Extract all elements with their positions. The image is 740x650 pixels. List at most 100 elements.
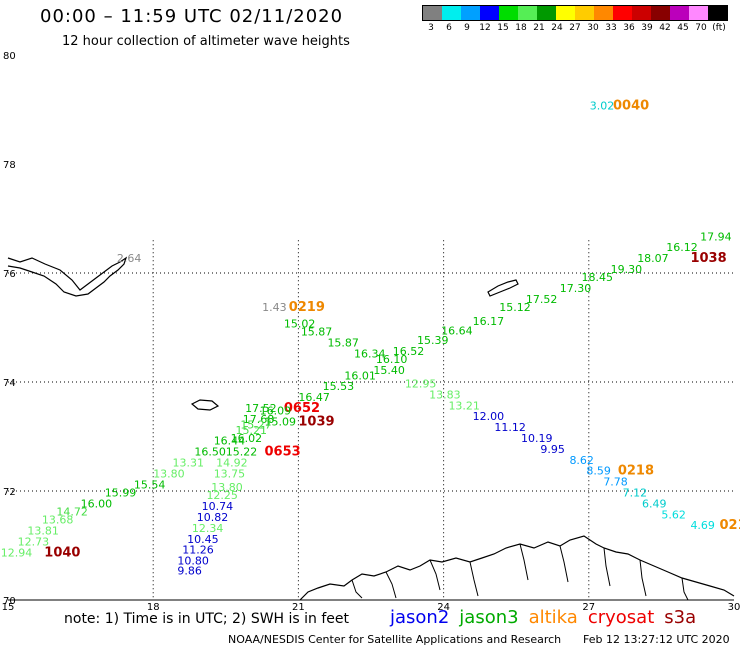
pass-time-label: 1038 <box>690 251 726 266</box>
wave-height-label: 15.54 <box>134 478 166 491</box>
lat-label: 76 <box>3 269 16 280</box>
legend-swatch <box>423 6 442 20</box>
legend-label: 70 <box>695 23 707 33</box>
wave-height-label: 15.12 <box>499 301 531 314</box>
wave-height-label: 13.81 <box>27 525 59 538</box>
wave-height-label: 7.12 <box>623 486 648 499</box>
legend-label: 45 <box>677 23 689 33</box>
legend-swatch <box>480 6 499 20</box>
wave-height-label: 19.30 <box>611 263 643 276</box>
wave-height-label: 2.64 <box>117 252 141 265</box>
legend-label: 36 <box>623 23 635 33</box>
legend-swatch <box>689 6 708 20</box>
legend-label: 33 <box>605 23 617 33</box>
satellite-name: cryosat <box>587 607 655 628</box>
lat-label: 70 <box>3 596 16 607</box>
wave-height-label: 11.26 <box>182 544 214 557</box>
wave-height-label: 16.52 <box>393 345 425 358</box>
wave-height-label: 15.40 <box>373 364 405 377</box>
pass-time-label: 1039 <box>298 415 334 430</box>
wave-height-label: 16.09 <box>260 405 292 418</box>
legend-unit: (ft) <box>712 23 726 33</box>
wave-height-label: 15.87 <box>327 337 359 350</box>
wave-height-label: 14.92 <box>216 456 248 469</box>
wave-height-label: 13.80 <box>153 467 185 480</box>
lon-label: 15 <box>2 602 15 613</box>
wave-height-label: 15.22 <box>226 446 257 459</box>
wave-height-label: 12.25 <box>206 489 238 502</box>
satellite-name: altika <box>528 607 578 628</box>
wave-height-label: 16.01 <box>344 369 376 382</box>
wave-height-label: 12.34 <box>192 522 224 535</box>
legend-swatch <box>632 6 651 20</box>
lon-label: 18 <box>147 602 160 613</box>
satellite-name: jason3 <box>459 607 519 628</box>
lon-label: 21 <box>292 602 305 613</box>
wave-height-label: 12.73 <box>18 536 50 549</box>
wave-height-label: 16.17 <box>473 315 505 328</box>
wave-height-label: 13.75 <box>214 467 246 480</box>
wave-height-label: 15.21 <box>235 424 266 437</box>
color-scale-legend: 3 6 9 12 15 18 21 24 27 30 33 36 39 42 45 70 (ft) <box>422 5 728 35</box>
graticule <box>8 240 734 601</box>
bjornoya-island <box>190 399 220 411</box>
wave-height-label: 8.62 <box>569 454 594 467</box>
legend-labels: 3 6 9 12 15 18 21 24 27 30 33 36 39 42 45 70 (ft) <box>422 23 728 33</box>
legend-swatch <box>537 6 556 20</box>
pass-time-label: 0653 <box>265 445 301 460</box>
landmass-outlines <box>7 256 735 601</box>
satellite-name: s3a <box>664 607 697 628</box>
legend-label: 15 <box>497 23 509 33</box>
wave-height-label: 16.34 <box>354 347 386 360</box>
lon-label: 27 <box>582 602 595 613</box>
pass-time-label: 0040 <box>613 99 649 114</box>
legend-swatch <box>499 6 518 20</box>
legend-swatch <box>461 6 480 20</box>
wave-height-label: 16.02 <box>231 432 263 445</box>
wave-height-label: 15.53 <box>323 380 355 393</box>
wave-height-label: 16.10 <box>376 353 408 366</box>
wave-height-label: 17.52 <box>245 402 277 415</box>
wave-height-label: 15.27 <box>240 418 272 431</box>
legend-swatches <box>422 5 728 21</box>
wave-height-label: 10.82 <box>197 511 229 524</box>
wave-height-label: 16.47 <box>298 391 330 404</box>
wave-height-label: 10.19 <box>521 432 553 445</box>
wave-height-label: 12.00 <box>473 410 505 423</box>
lon-label: 30 <box>728 602 740 613</box>
wave-height-label: 17.30 <box>560 282 592 295</box>
legend-swatch <box>670 6 689 20</box>
lat-label: 78 <box>3 160 16 171</box>
legend-label: 39 <box>641 23 653 33</box>
wave-height-label: 12.94 <box>1 546 33 559</box>
legend-swatch <box>708 6 727 20</box>
legend-label: 24 <box>551 23 563 33</box>
wave-height-label: 3.02 <box>590 100 615 113</box>
wave-height-label: 11.12 <box>494 421 526 434</box>
page-subtitle: 12 hour collection of altimeter wave hei… <box>62 34 350 49</box>
pass-time-label: 1040 <box>44 545 80 560</box>
legend-swatch <box>556 6 575 20</box>
wave-height-label: 15.87 <box>301 326 333 339</box>
wave-height-label: 6.49 <box>642 497 667 510</box>
wave-height-label: 13.80 <box>211 481 243 494</box>
lat-label: 74 <box>3 378 16 389</box>
legend-label: 42 <box>659 23 671 33</box>
legend-swatch <box>613 6 632 20</box>
footer-timestamp: Feb 12 13:27:12 UTC 2020 <box>583 633 730 646</box>
wave-height-label: 18.07 <box>637 252 669 265</box>
wave-height-label: 16.44 <box>214 435 246 448</box>
legend-label: 6 <box>446 23 452 33</box>
wave-height-label: 14.72 <box>56 506 88 519</box>
wave-height-label: 9.95 <box>540 443 565 456</box>
axis-labels: 15 18 21 24 27 30 80 78 76 74 72 70 <box>2 51 740 613</box>
wave-height-label: 13.68 <box>42 514 74 527</box>
legend-label: 21 <box>533 23 545 33</box>
wave-height-label: 16.50 <box>194 446 226 459</box>
wave-height-label: 10.80 <box>177 555 209 568</box>
wave-height-label: 16.00 <box>81 497 113 510</box>
legend-label: 12 <box>479 23 491 33</box>
